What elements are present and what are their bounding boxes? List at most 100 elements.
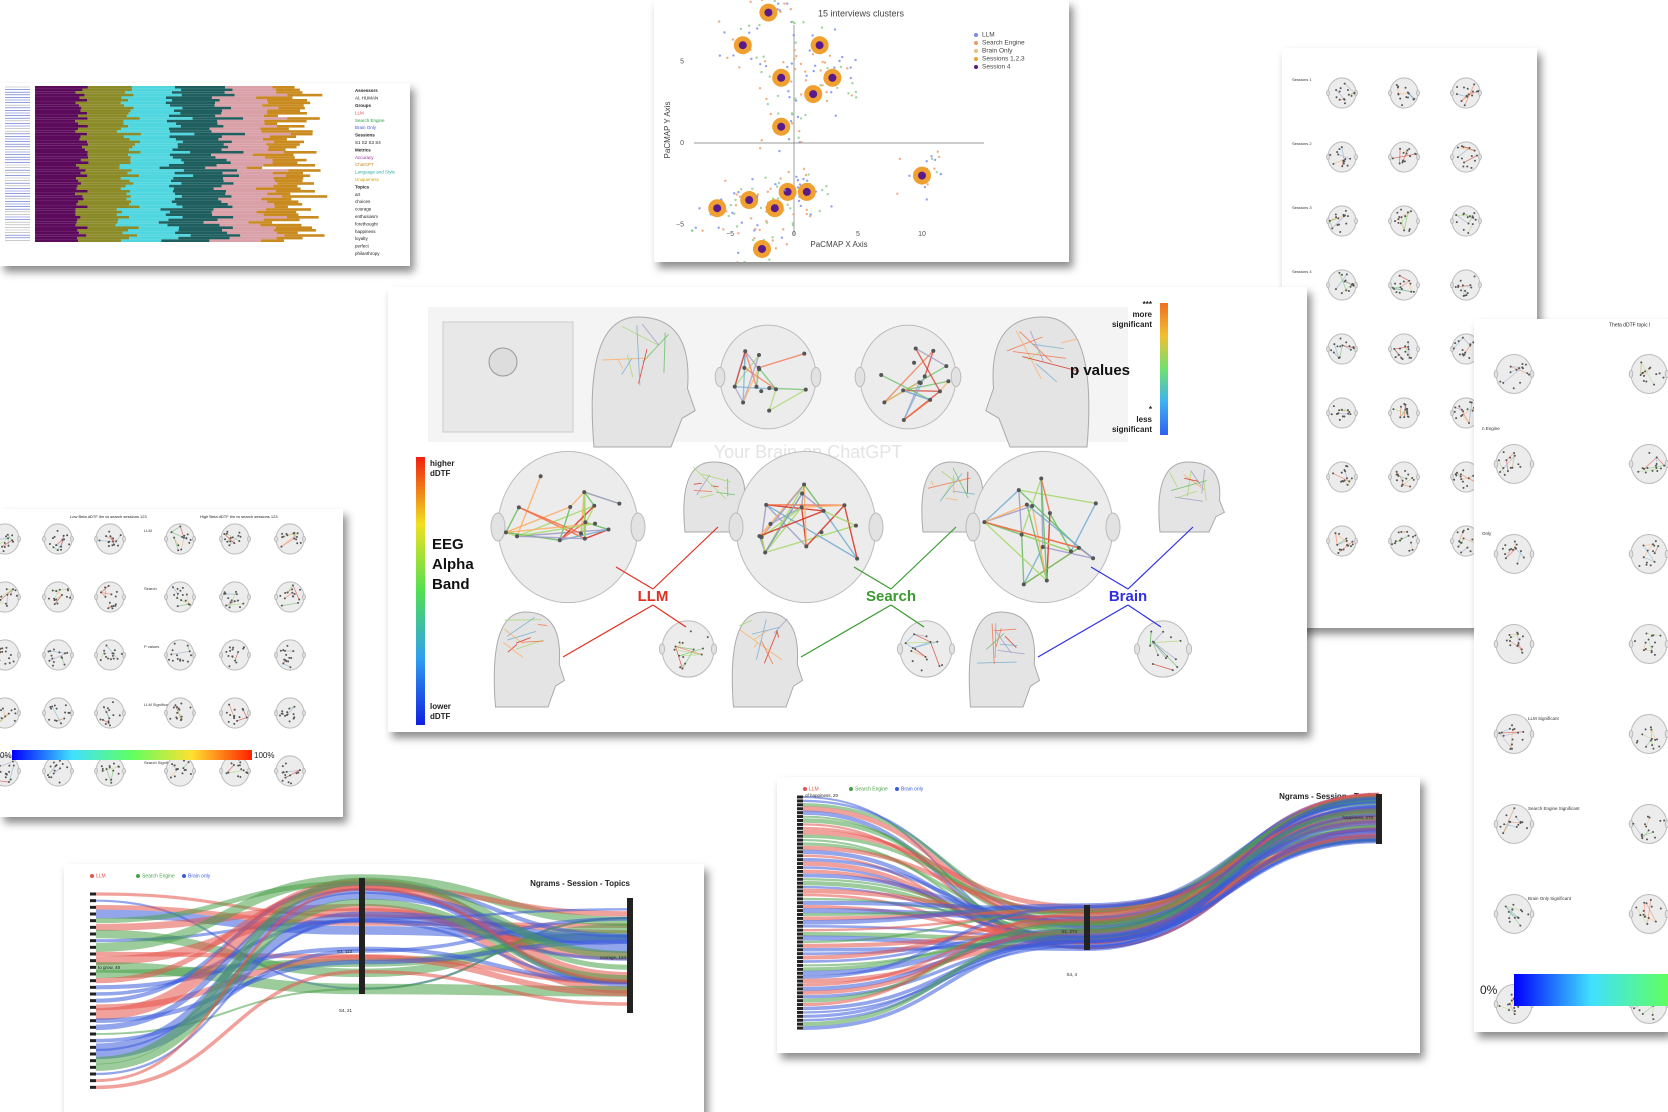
- point: [779, 10, 782, 14]
- flow: [802, 929, 1088, 1027]
- head: [95, 523, 125, 555]
- connection: [1503, 732, 1519, 737]
- electrode: [5, 646, 8, 649]
- label: AI, HUMAN: [355, 96, 378, 101]
- electrode: [284, 714, 287, 717]
- connection: [1006, 336, 1043, 352]
- connection: [1461, 477, 1469, 480]
- electrode: [299, 541, 302, 544]
- electrode: [288, 720, 291, 723]
- connection: [1404, 346, 1410, 358]
- node: [797, 995, 803, 999]
- electrode: [1506, 470, 1509, 473]
- connection: [1509, 633, 1519, 636]
- electrode: [1400, 216, 1403, 219]
- electrode: [14, 589, 17, 592]
- electrode: [1462, 469, 1465, 472]
- point: [739, 27, 743, 31]
- electrode: [67, 589, 70, 592]
- stack-segment: [35, 114, 79, 118]
- point: [758, 23, 761, 27]
- electrode: [228, 544, 231, 547]
- head-ear: [1416, 345, 1420, 353]
- stack-segment: [240, 234, 285, 237]
- node: [797, 920, 803, 924]
- electrode: [53, 535, 56, 538]
- electrode: [1650, 737, 1653, 740]
- electrode: [1411, 535, 1414, 538]
- electrode: [1413, 97, 1416, 100]
- side-head: [968, 611, 1041, 708]
- person-head: [488, 347, 518, 377]
- connection: [913, 633, 931, 643]
- stack-segment: [233, 182, 278, 185]
- electrode: [179, 589, 182, 592]
- point: [723, 31, 726, 34]
- head-ear: [302, 767, 306, 775]
- head-ear: [122, 709, 126, 717]
- electrode: [228, 646, 231, 649]
- stack-segment: [181, 195, 232, 198]
- point: [791, 20, 794, 24]
- label: 0%: [0, 751, 12, 760]
- electrode: [177, 544, 180, 547]
- head-ear: [1529, 639, 1535, 649]
- electrode: [1644, 370, 1647, 373]
- electrode: [1647, 829, 1650, 832]
- point: [839, 65, 843, 69]
- electrode: [107, 720, 110, 723]
- connection: [924, 350, 934, 377]
- label: −5: [726, 231, 734, 238]
- head-ear: [1529, 369, 1535, 379]
- connection: [693, 482, 702, 485]
- electrode: [288, 656, 291, 659]
- head-ear: [948, 643, 956, 655]
- point: [725, 210, 728, 213]
- electrode: [229, 649, 232, 652]
- electrode: [282, 649, 285, 652]
- electrode: [223, 592, 226, 595]
- cluster-core: [777, 73, 786, 82]
- electrode: [1521, 362, 1524, 365]
- electrode: [61, 762, 64, 765]
- stack-segment: [129, 190, 173, 193]
- point: [774, 247, 778, 250]
- stack-segment: [130, 195, 182, 198]
- point: [753, 229, 756, 232]
- connection: [742, 351, 746, 403]
- electrode: [1338, 409, 1341, 412]
- electrode: [1502, 832, 1505, 835]
- electrode: [1, 650, 4, 653]
- connection: [734, 351, 746, 387]
- stack-segment: [35, 182, 82, 185]
- electrode: [9, 654, 12, 657]
- electrode: [233, 600, 236, 603]
- electrode: [1505, 459, 1508, 462]
- electrode: [1512, 903, 1515, 906]
- label: S1 S2 S3 S4: [355, 140, 381, 145]
- electrode: [1394, 542, 1397, 545]
- node: [797, 819, 803, 822]
- connection: [679, 663, 686, 668]
- node: [797, 854, 803, 858]
- arrow: [800, 604, 892, 658]
- head-ear: [122, 593, 126, 601]
- stack-segment: [286, 216, 319, 219]
- point: [802, 177, 805, 181]
- electrode: [237, 775, 240, 778]
- stack-segment: [35, 164, 77, 167]
- stack-segment: [35, 125, 88, 128]
- electrode: [1655, 456, 1658, 459]
- label: to grow, 48: [98, 965, 121, 970]
- arrow: [652, 526, 719, 590]
- electrode: [1642, 380, 1645, 383]
- label: S4, 21: [339, 1008, 353, 1013]
- electrode: [1156, 654, 1159, 657]
- point: [811, 34, 814, 37]
- head-ear: [94, 593, 98, 601]
- electrode: [1466, 408, 1469, 411]
- head: [1389, 141, 1419, 173]
- stack-segment: [87, 140, 141, 144]
- electrode: [11, 539, 14, 542]
- head-ear: [1326, 89, 1330, 97]
